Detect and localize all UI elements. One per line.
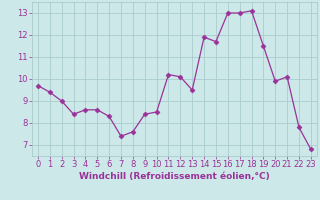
X-axis label: Windchill (Refroidissement éolien,°C): Windchill (Refroidissement éolien,°C) (79, 172, 270, 181)
